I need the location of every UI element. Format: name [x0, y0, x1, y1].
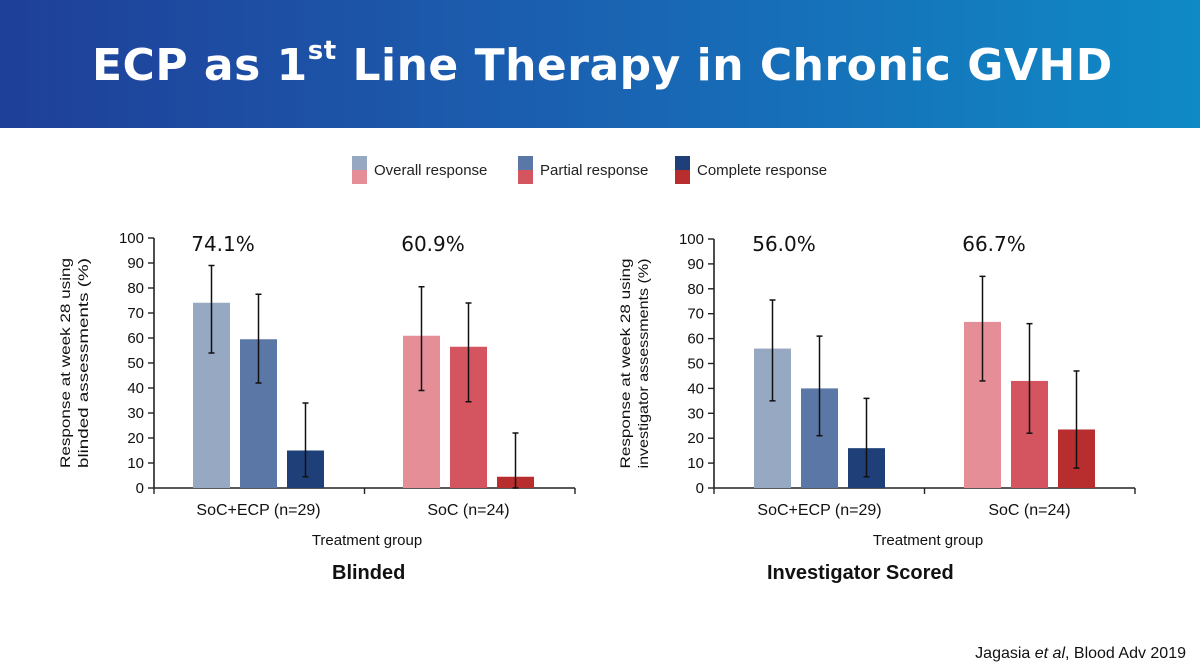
chart2-y-tick-label: 10 — [687, 455, 704, 472]
chart2-x-axis-label: Treatment group — [873, 532, 983, 549]
chart2-y-tick-label: 40 — [687, 380, 704, 397]
chart1-y-tick-label: 20 — [127, 430, 144, 447]
chart1-y-tick-label: 90 — [127, 255, 144, 272]
chart1-response-annotation: 74.1% — [191, 232, 255, 256]
legend-swatch-complete — [675, 156, 690, 184]
citation: Jagasia et al, Blood Adv 2019 — [975, 645, 1186, 663]
chart1-response-annotation: 60.9% — [401, 232, 465, 256]
chart1-category-label: SoC+ECP (n=29) — [196, 502, 320, 519]
legend-label-partial: Partial response — [540, 162, 649, 179]
chart2-y-tick-label: 20 — [687, 430, 704, 447]
chart2-category-label: SoC+ECP (n=29) — [757, 502, 881, 519]
chart1-y-tick-label: 10 — [127, 455, 144, 472]
chart2-y-tick-label: 30 — [687, 405, 704, 422]
chart1-y-tick-label: 80 — [127, 280, 144, 297]
chart1-y-tick-label: 30 — [127, 405, 144, 422]
citation-rest: , Blood Adv 2019 — [1065, 645, 1186, 662]
title-rest: Line Therapy in Chronic GVHD — [336, 40, 1113, 91]
chart2-response-annotation: 66.7% — [962, 232, 1026, 256]
chart1-category-label: SoC (n=24) — [427, 502, 509, 519]
chart2-response-annotation: 56.0% — [752, 232, 816, 256]
chart1-y-axis-label-line: blinded assessments (%) — [75, 258, 91, 468]
chart1-y-tick-label: 0 — [136, 480, 144, 497]
slide-title: ECP as 1st Line Therapy in Chronic GVHD — [92, 36, 1113, 91]
chart2-y-axis-label-line: Response at week 28 using — [617, 259, 633, 469]
chart1-y-tick-label: 60 — [127, 330, 144, 347]
chart2-y-tick-label: 80 — [687, 281, 704, 298]
chart2-y-tick-label: 100 — [679, 231, 704, 248]
chart1-y-tick-label: 70 — [127, 305, 144, 322]
citation-author: Jagasia — [975, 645, 1035, 662]
chart2-category-label: SoC (n=24) — [988, 502, 1070, 519]
title-superscript: st — [307, 36, 337, 66]
chart1-y-tick-label: 40 — [127, 380, 144, 397]
chart2-y-tick-label: 60 — [687, 331, 704, 348]
legend-label-overall: Overall response — [374, 162, 488, 179]
citation-etal: et al — [1034, 645, 1066, 662]
chart2-y-tick-label: 50 — [687, 356, 704, 373]
legend-swatch-overall — [352, 156, 367, 184]
legend-swatch-complete-top — [675, 156, 690, 170]
legend-swatch-partial-bottom — [518, 170, 533, 184]
chart2-y-tick-label: 70 — [687, 306, 704, 323]
panel-title-investigator: Investigator Scored — [767, 562, 954, 584]
legend-swatch-overall-bottom — [352, 170, 367, 184]
chart1-y-axis-label-line: Response at week 28 using — [57, 258, 73, 468]
legend-swatch-complete-bottom — [675, 170, 690, 184]
panel-title-blinded: Blinded — [332, 562, 406, 584]
legend-swatch-partial — [518, 156, 533, 184]
chart2-y-axis-label-line: investigator assessments (%) — [635, 259, 651, 469]
legend-swatch-overall-top — [352, 156, 367, 170]
chart1-y-tick-label: 50 — [127, 355, 144, 372]
legend-label-complete: Complete response — [697, 162, 828, 179]
chart1-y-tick-label: 100 — [119, 230, 144, 247]
title-banner — [0, 0, 1200, 128]
legend-swatch-partial-top — [518, 156, 533, 170]
title-main: ECP as 1 — [92, 40, 308, 91]
chart2-y-tick-label: 0 — [696, 480, 704, 497]
chart1-x-axis-label: Treatment group — [312, 532, 422, 549]
chart2-y-tick-label: 90 — [687, 256, 704, 273]
